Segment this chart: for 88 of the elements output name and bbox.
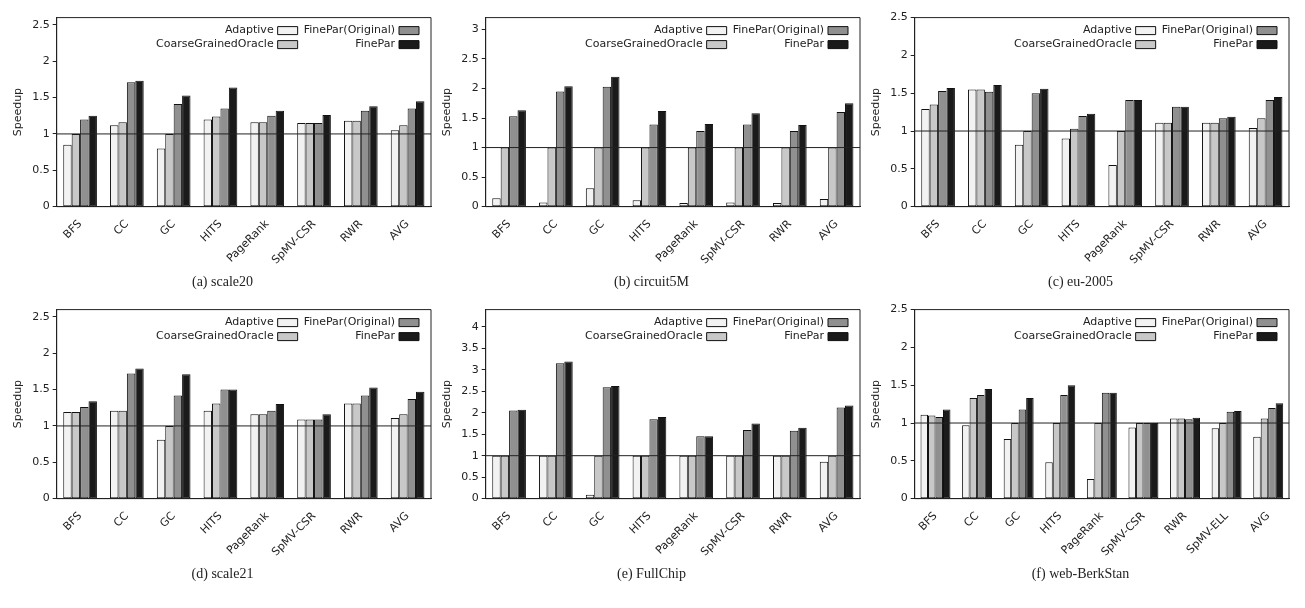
y-tick-label: 0.5	[32, 163, 50, 177]
y-tick-label: 2	[471, 405, 479, 419]
text: (f) web-BerkStan	[1030, 566, 1131, 582]
x-tick-label: CC	[961, 509, 982, 530]
legend-label: FinePar	[1213, 37, 1254, 51]
legend-label: CoarseGrainedOracle	[156, 329, 274, 343]
y-tick-label: 1	[900, 415, 908, 429]
legend-label: Adaptive	[1082, 23, 1132, 37]
y-tick-label: 2	[900, 340, 908, 354]
y-tick-label: 1.5	[461, 427, 479, 441]
text: (d) scale21	[190, 566, 255, 582]
y-tick-label: 2	[42, 54, 50, 68]
x-tick-label: GC	[1002, 509, 1024, 530]
legend-label: CoarseGrainedOracle	[1014, 329, 1132, 343]
text: (a) scale20	[191, 274, 254, 290]
legend-label: CoarseGrainedOracle	[156, 37, 274, 51]
text: (b) circuit5M	[613, 274, 690, 290]
x-tick-label: GC	[157, 217, 179, 238]
legend-label: Adaptive	[224, 315, 274, 329]
y-tick-label: 0	[900, 491, 908, 505]
y-tick-label: 2.5	[32, 309, 50, 323]
y-tick-label: 2	[900, 48, 908, 62]
y-axis-title: Speedup	[869, 379, 883, 429]
legend-label: FinePar	[784, 329, 825, 343]
legend-label: CoarseGrainedOracle	[585, 329, 703, 343]
x-tick-label: CC	[968, 217, 990, 238]
x-tick-label: GC	[586, 217, 608, 238]
y-tick-label: 4	[471, 319, 479, 333]
y-tick-label: 1	[471, 140, 479, 154]
legend-label: FinePar(Original)	[732, 315, 824, 329]
y-tick-label: 1.5	[32, 382, 50, 396]
y-axis-title: Speedup	[440, 87, 454, 137]
y-tick-label: 3	[471, 22, 479, 36]
y-tick-label: 0	[42, 199, 50, 213]
x-tick-label: GC	[157, 509, 179, 530]
y-tick-label: 0	[471, 491, 479, 505]
y-tick-label: 0.5	[890, 453, 908, 467]
y-tick-label: 1	[471, 448, 479, 462]
y-tick-label: 0	[471, 199, 479, 213]
y-axis-title: Speedup	[869, 87, 883, 137]
y-axis-title: Speedup	[11, 87, 25, 137]
x-tick-label: GC	[586, 509, 608, 530]
y-axis-title: Speedup	[440, 379, 454, 429]
y-tick-label: 1.5	[890, 378, 908, 392]
y-tick-label: 2.5	[890, 302, 908, 316]
legend-label: FinePar(Original)	[732, 23, 824, 37]
legend-label: Adaptive	[653, 315, 703, 329]
y-tick-label: 2.5	[890, 10, 908, 24]
legend-label: Adaptive	[1082, 315, 1132, 329]
y-tick-label: 2	[471, 81, 479, 95]
y-tick-label: 1	[900, 123, 908, 137]
legend-label: FinePar	[355, 329, 396, 343]
y-tick-label: 0.5	[32, 455, 50, 469]
legend-label: CoarseGrainedOracle	[1014, 37, 1132, 51]
y-tick-label: 3.5	[461, 341, 479, 355]
legend-label: FinePar(Original)	[1161, 315, 1253, 329]
y-tick-label: 1	[42, 418, 50, 432]
y-tick-label: 3	[471, 362, 479, 376]
legend-label: FinePar(Original)	[303, 315, 395, 329]
y-tick-label: 0.5	[890, 161, 908, 175]
legend-label: FinePar	[1213, 329, 1254, 343]
x-tick-label: CC	[539, 509, 561, 530]
y-tick-label: 1	[42, 126, 50, 140]
legend-label: CoarseGrainedOracle	[585, 37, 703, 51]
legend-label: Adaptive	[224, 23, 274, 37]
y-tick-label: 0.5	[461, 169, 479, 183]
y-tick-label: 0	[900, 199, 908, 213]
y-tick-label: 0	[42, 491, 50, 505]
legend-label: FinePar	[784, 37, 825, 51]
y-tick-label: 2.5	[32, 17, 50, 31]
legend-label: Adaptive	[653, 23, 703, 37]
x-tick-label: CC	[539, 217, 561, 238]
text: (e) FullChip	[616, 566, 687, 582]
text: (c) eu-2005	[1047, 274, 1114, 290]
x-tick-label: GC	[1015, 217, 1037, 238]
y-tick-label: 1.5	[461, 110, 479, 124]
y-tick-label: 2.5	[461, 384, 479, 398]
y-tick-label: 2	[42, 346, 50, 360]
y-tick-label: 0.5	[461, 470, 479, 484]
legend-label: FinePar(Original)	[1161, 23, 1253, 37]
y-tick-label: 1.5	[32, 90, 50, 104]
x-tick-label: CC	[110, 509, 132, 530]
legend-label: FinePar	[355, 37, 396, 51]
y-tick-label: 2.5	[461, 51, 479, 65]
x-tick-label: CC	[110, 217, 132, 238]
y-axis-title: Speedup	[11, 379, 25, 429]
y-tick-label: 1.5	[890, 86, 908, 100]
legend-label: FinePar(Original)	[303, 23, 395, 37]
